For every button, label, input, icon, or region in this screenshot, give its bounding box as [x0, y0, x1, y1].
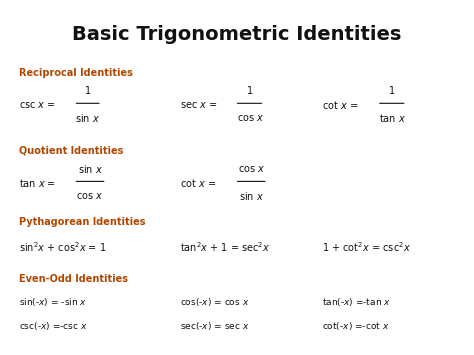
Text: sec(-$\it{x}$) = sec $\it{x}$: sec(-$\it{x}$) = sec $\it{x}$: [180, 320, 250, 332]
Text: sin(-$\it{x}$) = -sin $\it{x}$: sin(-$\it{x}$) = -sin $\it{x}$: [19, 296, 87, 308]
Text: cos $\it{x}$: cos $\it{x}$: [237, 164, 265, 174]
Text: 1: 1: [247, 86, 253, 96]
Text: csc $\it{x}$ =: csc $\it{x}$ =: [19, 100, 56, 110]
Text: sin $\it{x}$: sin $\it{x}$: [75, 112, 100, 124]
Text: cot $\it{x}$ =: cot $\it{x}$ =: [180, 177, 216, 189]
Text: cos $\it{x}$: cos $\it{x}$: [237, 113, 264, 123]
Text: 1: 1: [85, 86, 91, 96]
Text: Basic Trigonometric Identities: Basic Trigonometric Identities: [73, 25, 401, 44]
Text: tan$^2$$\it{x}$ + 1 = sec$^2$$\it{x}$: tan$^2$$\it{x}$ + 1 = sec$^2$$\it{x}$: [180, 240, 271, 253]
Text: tan $\it{x}$ =: tan $\it{x}$ =: [19, 177, 56, 189]
Text: 1: 1: [390, 86, 395, 96]
Text: sin $\it{x}$: sin $\it{x}$: [78, 163, 102, 175]
Text: sin$^2$$\it{x}$ + cos$^2$$\it{x}$ = 1: sin$^2$$\it{x}$ + cos$^2$$\it{x}$ = 1: [19, 240, 106, 253]
Text: cot(-$\it{x}$) =-cot $\it{x}$: cot(-$\it{x}$) =-cot $\it{x}$: [322, 320, 390, 332]
Text: Even-Odd Identities: Even-Odd Identities: [19, 274, 128, 284]
Text: Reciprocal Identities: Reciprocal Identities: [19, 68, 133, 78]
Text: cos $\it{x}$: cos $\it{x}$: [76, 191, 104, 201]
Text: cos(-$\it{x}$) = cos $\it{x}$: cos(-$\it{x}$) = cos $\it{x}$: [180, 296, 249, 308]
Text: tan(-$\it{x}$) =-tan $\it{x}$: tan(-$\it{x}$) =-tan $\it{x}$: [322, 296, 392, 308]
Text: Pythagorean Identities: Pythagorean Identities: [19, 217, 146, 227]
Text: Quotient Identities: Quotient Identities: [19, 146, 123, 156]
Text: sin $\it{x}$: sin $\it{x}$: [239, 190, 264, 202]
Text: 1 + cot$^2$$\it{x}$ = csc$^2$$\it{x}$: 1 + cot$^2$$\it{x}$ = csc$^2$$\it{x}$: [322, 240, 411, 253]
Text: sec $\it{x}$ =: sec $\it{x}$ =: [180, 100, 218, 110]
Text: tan $\it{x}$: tan $\it{x}$: [379, 112, 406, 124]
Text: cot $\it{x}$ =: cot $\it{x}$ =: [322, 99, 358, 111]
Text: csc(-$\it{x}$) =-csc $\it{x}$: csc(-$\it{x}$) =-csc $\it{x}$: [19, 320, 88, 332]
